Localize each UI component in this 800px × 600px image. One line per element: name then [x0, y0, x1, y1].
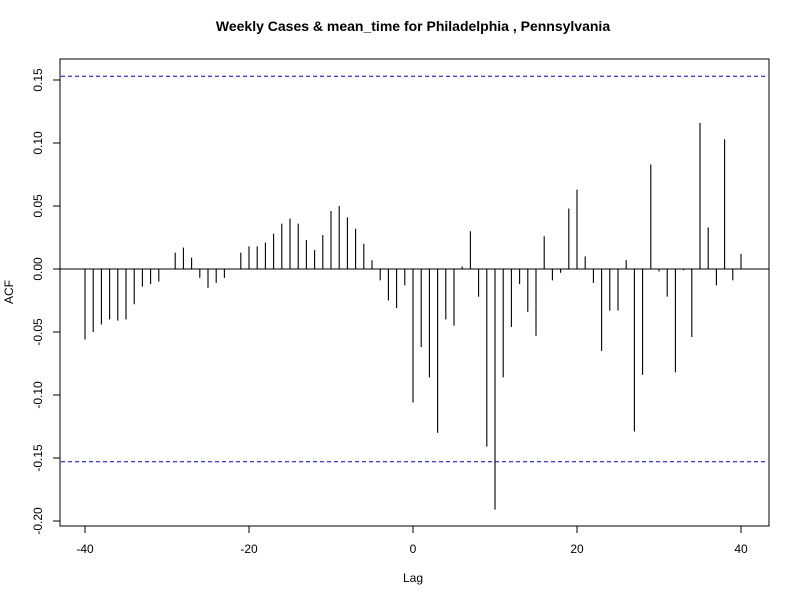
acf-bars — [84, 122, 742, 510]
y-tick-label: -0.20 — [31, 507, 45, 535]
x-tick-label: 40 — [734, 542, 748, 556]
x-tick-label: 0 — [410, 542, 417, 556]
y-tick-label: 0.15 — [31, 68, 45, 92]
x-axis-label: Lag — [403, 571, 423, 585]
y-axis: -0.20 -0.15 -0.10 -0.05 0.00 0.05 0.10 0.15 — [31, 68, 61, 535]
x-tick-label: -20 — [240, 542, 258, 556]
plot-frame — [59, 58, 770, 527]
y-tick-label: -0.05 — [31, 318, 45, 346]
y-axis-label: ACF — [2, 280, 16, 304]
x-tick-label: 20 — [570, 542, 584, 556]
x-tick-label: -40 — [76, 542, 94, 556]
confidence-bands — [61, 75, 768, 463]
chart-title: Weekly Cases & mean_time for Philadelphi… — [216, 18, 610, 34]
y-tick-label: 0.10 — [31, 131, 45, 155]
y-tick-label: -0.15 — [31, 444, 45, 472]
y-tick-label: 0.00 — [31, 257, 45, 281]
x-axis: -40 -20 0 20 40 — [76, 525, 748, 556]
y-tick-label: -0.10 — [31, 381, 45, 409]
y-tick-label: 0.05 — [31, 194, 45, 218]
